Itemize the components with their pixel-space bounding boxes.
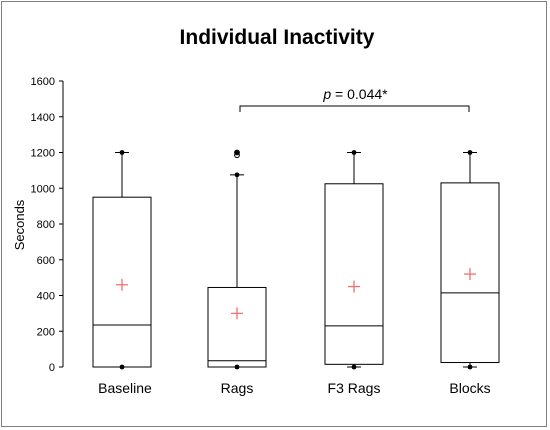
category-label: Blocks [449,380,490,396]
box-iqr [324,183,384,365]
y-tick-label: 1400 [31,112,55,124]
box-iqr [207,286,267,368]
category-label: Rags [221,380,254,396]
y-tick-label: 200 [37,326,55,338]
outlier-point [234,149,240,156]
max-point [351,150,357,155]
category-label: F3 Rags [328,380,381,396]
significance-bracket [239,105,470,113]
box-iqr [440,182,500,364]
max-point [234,172,240,178]
max-point [467,150,473,155]
min-point [119,364,125,370]
y-tick-label: 600 [37,255,55,267]
max-point [119,150,125,155]
y-tick-label: 1200 [31,148,55,160]
min-point [467,364,473,370]
plot-area: 0 200 400 600 800 1000 1200 1400 1600 Baseline Rag… [31,76,500,396]
min-point [234,364,240,370]
chart-title: Individual Inactivity [180,26,375,49]
y-tick-label: 800 [37,219,55,231]
y-tick-label: 0 [49,362,55,374]
y-tick-label: 1600 [31,76,55,88]
y-tick-label: 1000 [31,183,55,195]
y-tick-label: 400 [37,291,55,303]
min-point [351,364,357,370]
y-axis-label: Seconds [12,199,27,250]
significance-label: p = 0.044* [322,86,388,102]
category-label: Baseline [98,380,152,396]
